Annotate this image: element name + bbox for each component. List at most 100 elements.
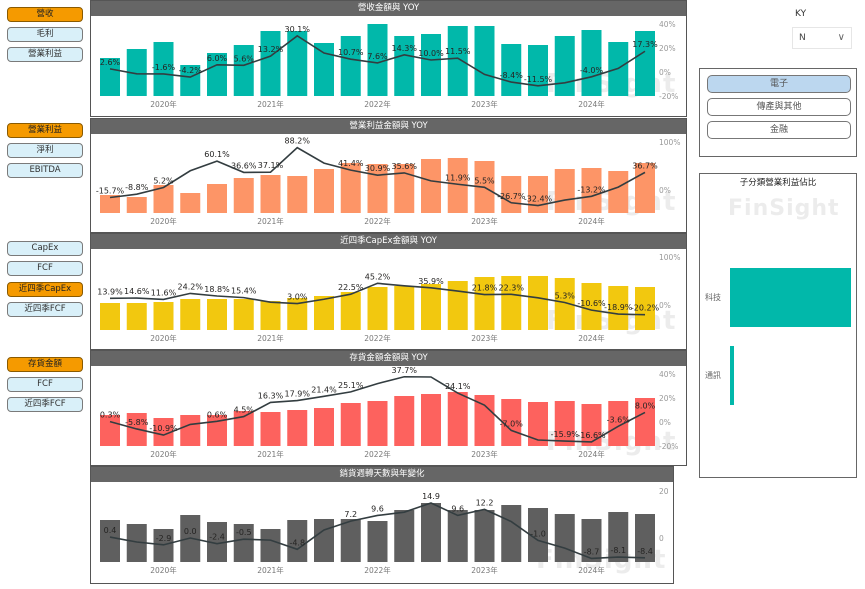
data-label: 12.2 (476, 498, 494, 507)
y-tick-label: -20% (659, 92, 678, 101)
metric-button-ttm-capex[interactable]: 近四季CapEx (7, 282, 83, 297)
metric-button-net-income[interactable]: 淨利 (7, 143, 83, 158)
capex-chart: FinSight 13.9%14.6%11.6%24.2%18.8%15.4%3… (90, 233, 687, 350)
days-sales-chart-svg: 0.4 -2.9 0.0 -2.4 -0.5 -4.8 7.2 9.6 14.9 9.6 12.2 -… (100, 487, 669, 575)
x-tick-label: 2020年 (150, 216, 177, 226)
bar (581, 30, 602, 96)
x-tick-label: 2021年 (257, 333, 284, 343)
bar (180, 65, 201, 96)
bar (501, 505, 522, 562)
bar (501, 399, 522, 446)
y-tick-label: 100% (659, 253, 680, 262)
bar (314, 519, 334, 562)
x-tick-label: 2024年 (578, 216, 605, 226)
data-label: -5.8% (125, 418, 149, 427)
industry-option-traditional[interactable]: 傳產與其他 (707, 98, 851, 116)
data-label: 21.4% (311, 385, 337, 394)
bar (447, 158, 468, 213)
data-label: 10.0% (418, 49, 444, 58)
bar (421, 394, 441, 446)
bar (180, 193, 201, 213)
bar (421, 159, 441, 213)
operating-income-chart-svg: -15.7% -8.8% 5.2% 60.1%36.6% 37.1% 88.2% 41.4%… (96, 137, 681, 226)
bar (554, 36, 575, 96)
data-label: 17.9% (285, 390, 311, 399)
data-label: -10.9% (149, 424, 178, 433)
x-tick-label: 2023年 (471, 99, 498, 109)
x-tick-label: 2022年 (364, 333, 391, 343)
data-label: 11.9% (445, 173, 471, 182)
data-label: 37.7% (392, 366, 418, 375)
x-tick-label: 2022年 (364, 216, 391, 226)
data-label: 18.8% (204, 285, 230, 294)
bar (635, 31, 655, 96)
chart-title: 營收金額與 YOY (91, 1, 686, 16)
x-tick-label: 2021年 (257, 99, 284, 109)
bar (207, 53, 227, 96)
bar (260, 175, 281, 213)
bar (207, 299, 227, 330)
data-label: 13.2% (258, 45, 284, 54)
industry-option-finance[interactable]: 金融 (707, 121, 851, 139)
bar (394, 36, 415, 96)
x-tick-label: 2022年 (364, 565, 391, 575)
metric-button-ttm-fcf[interactable]: 近四季FCF (7, 397, 83, 412)
finsight-watermark: FinSight (728, 196, 840, 221)
bar (635, 287, 655, 330)
metric-button-ebitda[interactable]: EBITDA (7, 163, 83, 178)
bar (474, 510, 495, 562)
metric-button-revenue[interactable]: 營收 (7, 7, 83, 22)
industry-option-electronics[interactable]: 電子 (707, 75, 851, 93)
x-tick-label: 2020年 (150, 449, 177, 459)
bar (100, 195, 120, 213)
data-label: -4.2% (179, 66, 203, 75)
bar (207, 522, 227, 562)
subcategory-share-chart: FinSight 子分類營業利益佔比 科技 通訊 (699, 173, 857, 478)
ky-filter-label: KY (795, 9, 807, 19)
data-label: 5.3% (555, 291, 576, 300)
data-label: -13.2% (577, 185, 606, 194)
y-tick-label: 20% (659, 44, 676, 53)
metric-button-gross-profit[interactable]: 毛利 (7, 27, 83, 42)
x-tick-label: 2022年 (364, 99, 391, 109)
x-tick-label: 2024年 (578, 449, 605, 459)
data-label: -8.8% (125, 183, 149, 192)
y-tick-label: 20% (659, 394, 676, 403)
metric-button-fcf[interactable]: FCF (7, 261, 83, 276)
bar (126, 197, 147, 213)
data-label: 30.9% (365, 164, 391, 173)
data-label: -15.9% (551, 430, 580, 439)
ky-filter-dropdown[interactable]: N ∨ (792, 27, 852, 49)
data-label: -3.6% (607, 415, 631, 424)
bar (447, 510, 468, 562)
yoy-line (109, 502, 646, 560)
metric-button-operating-income[interactable]: 營業利益 (7, 47, 83, 62)
bar (528, 402, 548, 446)
metric-button-fcf[interactable]: FCF (7, 377, 83, 392)
data-label: 14.9 (422, 492, 440, 501)
data-label: -8.4 (637, 547, 653, 556)
data-label: 16.3% (258, 391, 284, 400)
metric-button-capex[interactable]: CapEx (7, 241, 83, 256)
bar (180, 415, 201, 446)
bar (340, 36, 361, 96)
bar (100, 303, 120, 330)
metric-button-operating-income[interactable]: 營業利益 (7, 123, 83, 138)
data-label: 7.2 (344, 510, 357, 519)
bar (287, 410, 308, 446)
data-label: 24.1% (445, 382, 471, 391)
bar (287, 176, 308, 213)
data-label: 0.6% (207, 410, 228, 419)
data-label: 21.8% (472, 284, 498, 293)
data-label: 6.0% (207, 54, 228, 63)
y-tick-label: 0 (659, 534, 664, 543)
chevron-down-icon: ∨ (837, 32, 845, 43)
metric-button-inventory[interactable]: 存貨金額 (7, 357, 83, 372)
metric-button-ttm-fcf[interactable]: 近四季FCF (7, 302, 83, 317)
data-label: 25.1% (338, 381, 364, 390)
data-label: 7.6% (367, 52, 388, 61)
bar (554, 401, 575, 446)
data-label: -32.4% (524, 195, 553, 204)
capex-chart-svg: 13.9% 14.6% 11.6%24.2% 18.8% 15.4% 3.0% 22.5%4… (97, 253, 680, 343)
bar (233, 178, 254, 213)
